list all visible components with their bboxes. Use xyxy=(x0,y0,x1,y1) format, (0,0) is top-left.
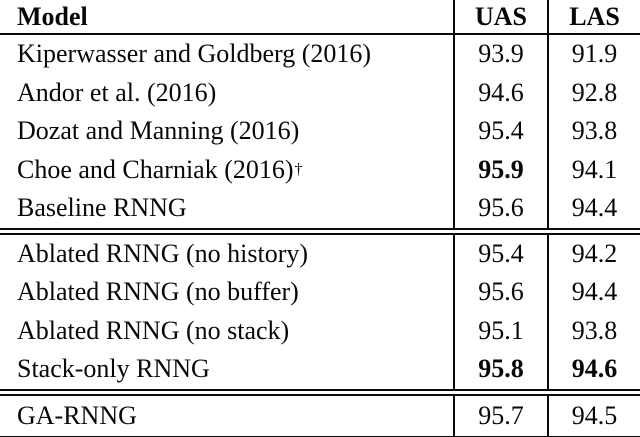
model-label: Dozat and Manning (2016) xyxy=(17,116,300,146)
las-cell: 94.1 xyxy=(547,150,640,189)
model-label: Kiperwasser and Goldberg (2016) xyxy=(17,39,372,69)
model-label: Stack-only RNNG xyxy=(17,354,210,384)
bottom-rule xyxy=(0,435,640,437)
table-row: Ablated RNNG (no history) 95.4 94.2 xyxy=(0,234,640,274)
uas-cell: 95.4 xyxy=(453,234,547,273)
uas-cell: 94.6 xyxy=(453,73,547,112)
model-label: Choe and Charniak (2016) xyxy=(17,154,294,184)
las-cell: 91.9 xyxy=(547,35,640,74)
model-cell: Baseline RNNG xyxy=(0,189,453,228)
section-divider-rule xyxy=(0,388,640,396)
las-cell: 92.8 xyxy=(547,73,640,112)
uas-cell: 95.1 xyxy=(453,311,547,350)
uas-cell: 95.8 xyxy=(453,350,547,389)
uas-cell: 95.9 xyxy=(453,150,547,189)
table-row: Choe and Charniak (2016) † 95.9 94.1 xyxy=(0,150,640,189)
uas-cell: 95.6 xyxy=(453,273,547,312)
model-cell: Kiperwasser and Goldberg (2016) xyxy=(0,35,453,74)
table-row: Stack-only RNNG 95.8 94.6 xyxy=(0,350,640,389)
rule-line xyxy=(0,393,640,396)
table-row: Andor et al. (2016) 94.6 92.8 xyxy=(0,73,640,113)
model-cell: Stack-only RNNG xyxy=(0,350,453,389)
model-cell: Andor et al. (2016) xyxy=(0,74,453,113)
uas-cell: 95.4 xyxy=(453,112,547,151)
model-label: Ablated RNNG (no stack) xyxy=(17,315,290,345)
section-divider-rule xyxy=(0,227,640,235)
las-cell: 94.6 xyxy=(547,350,640,389)
las-cell: 93.8 xyxy=(547,112,640,151)
model-cell: Ablated RNNG (no buffer) xyxy=(0,273,453,312)
model-cell: Dozat and Manning (2016) xyxy=(0,112,453,151)
rule-line xyxy=(0,232,640,235)
uas-cell: 95.7 xyxy=(453,395,547,436)
las-cell: 94.5 xyxy=(547,395,640,436)
model-cell: Choe and Charniak (2016) † xyxy=(17,154,303,184)
column-header-model: Model xyxy=(17,1,88,31)
table-header-row: Model UAS LAS xyxy=(0,0,640,33)
uas-cell: 93.9 xyxy=(453,35,547,74)
las-cell: 94.4 xyxy=(547,273,640,312)
model-cell: Ablated RNNG (no stack) xyxy=(0,312,453,351)
table-row: Dozat and Manning (2016) 95.4 93.8 xyxy=(0,112,640,151)
rule-line xyxy=(0,388,640,391)
column-header-las: LAS xyxy=(547,0,640,33)
model-cell: GA-RNNG xyxy=(0,396,453,436)
uas-cell: 95.6 xyxy=(453,189,547,228)
table-row: Ablated RNNG (no buffer) 95.6 94.4 xyxy=(0,273,640,312)
model-cell: Ablated RNNG (no history) xyxy=(0,235,453,274)
table-row: Baseline RNNG 95.6 94.4 xyxy=(0,189,640,228)
model-label: GA-RNNG xyxy=(17,400,137,430)
table-row: Kiperwasser and Goldberg (2016) 93.9 91.… xyxy=(0,35,640,74)
las-cell: 93.8 xyxy=(547,311,640,350)
header-rule xyxy=(0,33,640,35)
model-label: Andor et al. (2016) xyxy=(17,77,217,107)
model-label: Ablated RNNG (no buffer) xyxy=(17,277,299,307)
table-row: GA-RNNG 95.7 94.5 xyxy=(0,395,640,436)
las-cell: 94.4 xyxy=(547,189,640,228)
rule-line xyxy=(0,227,640,230)
las-cell: 94.2 xyxy=(547,234,640,273)
model-label: Ablated RNNG (no history) xyxy=(17,238,309,268)
model-label: Baseline RNNG xyxy=(17,193,187,223)
column-header-uas: UAS xyxy=(453,0,547,33)
table-row: Ablated RNNG (no stack) 95.1 93.8 xyxy=(0,311,640,351)
